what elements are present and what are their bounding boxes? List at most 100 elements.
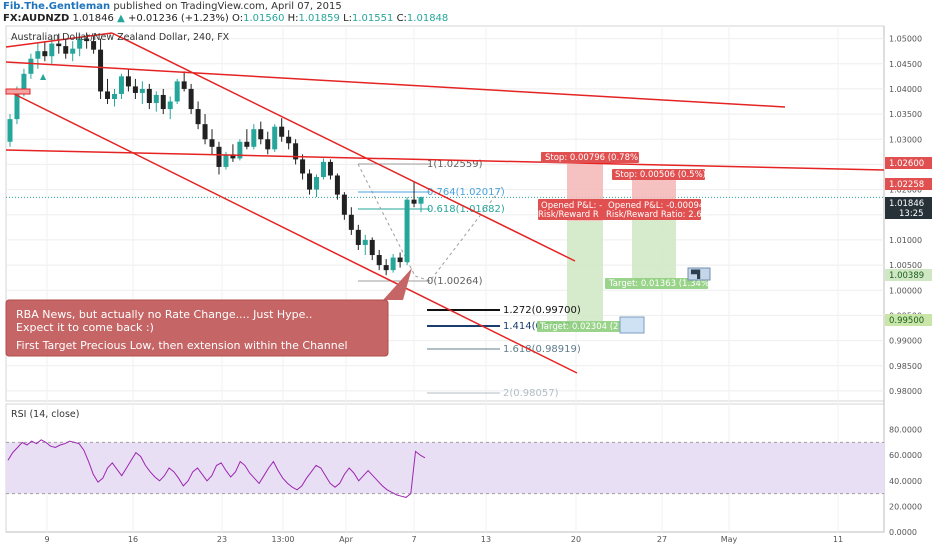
high-label: H: xyxy=(287,13,299,24)
short2-pnl-box xyxy=(603,199,701,220)
candle-body xyxy=(251,129,257,147)
candle-body xyxy=(21,73,27,92)
short-position-2[interactable]: Stop: 0.00506 (0.5%) Opened P&L: -0.0009… xyxy=(603,169,712,289)
candle-body xyxy=(132,86,138,93)
candle-body xyxy=(118,76,124,94)
candle-body xyxy=(244,141,250,147)
short2-target-label: Target: 0.01363 (1.34%) xyxy=(608,279,712,289)
candlestick-series xyxy=(7,32,424,276)
last-price-badge-text: 1.01846 xyxy=(889,199,924,209)
signal-arrow-icon: ▲ xyxy=(40,72,47,81)
close-value: 1.01848 xyxy=(406,13,449,24)
candle-body xyxy=(307,173,313,190)
time-axis: 9 16 23 13:00 Apr 7 13 20 27 May 11 xyxy=(44,535,843,544)
candle-body xyxy=(293,143,299,160)
price-badge-3-text: 1.00389 xyxy=(889,271,924,281)
price-badges: 1.02600 1.02258 1.01846 13:25 1.00389 0.… xyxy=(885,157,932,326)
candle-body xyxy=(56,43,62,47)
channel-line-upper[interactable] xyxy=(111,32,576,262)
candle-body xyxy=(237,141,243,159)
candle-body xyxy=(42,51,48,57)
rsi-tick-label: 0.0000 xyxy=(889,528,917,537)
short-position-1[interactable]: Stop: 0.00796 (0.78%) Opened P&L: - Risk… xyxy=(537,152,645,334)
candle-body xyxy=(327,161,333,176)
candle-body xyxy=(272,126,278,150)
fib-label-0764: 0.764(1.02017) xyxy=(427,187,505,198)
rsi-line xyxy=(7,439,426,498)
channel-line-lower[interactable] xyxy=(5,89,578,374)
short1-profit-zone[interactable] xyxy=(567,221,603,321)
candle-body xyxy=(49,43,55,57)
time-tick-label: 13 xyxy=(481,535,491,544)
time-tick-label: May xyxy=(721,535,738,544)
candle-body xyxy=(139,88,145,93)
candle-body xyxy=(355,229,361,245)
candle-body xyxy=(174,81,180,102)
short1-risk-reward: Risk/Reward R xyxy=(538,210,599,220)
annotation-box xyxy=(5,299,389,357)
annotation-line-3: First Target Precious Low, then extensio… xyxy=(16,339,348,352)
candle-body xyxy=(334,175,340,195)
author-name[interactable]: Fib.The.Gentleman xyxy=(3,1,111,12)
candle-body xyxy=(279,126,285,137)
channel-line-top-horizontal[interactable] xyxy=(5,61,786,108)
price-tick-label: 1.00500 xyxy=(889,261,922,270)
channel-line-top-short[interactable] xyxy=(5,32,113,48)
candle-body xyxy=(105,91,111,99)
high-value: 1.01859 xyxy=(298,13,340,24)
short1-pnl-box xyxy=(538,199,604,220)
candle-body xyxy=(314,177,320,190)
price-change: +0.01236 (+1.23%) xyxy=(127,13,229,24)
candle-body xyxy=(230,154,236,159)
change-arrow-icon: ▲ xyxy=(117,13,125,24)
candle-body xyxy=(383,265,389,271)
candle-body xyxy=(216,146,222,167)
channel-line-mid-horizontal[interactable] xyxy=(5,149,885,171)
candle-body xyxy=(181,81,187,89)
short1-stop-label: Stop: 0.00796 (0.78%) xyxy=(545,153,641,163)
fibonacci-extension[interactable]: 1(1.02559) 0.764(1.02017) 0.618(1.01682)… xyxy=(357,159,581,399)
rsi-tick-label: 20.0000 xyxy=(889,502,922,511)
time-tick-label: 9 xyxy=(44,535,49,544)
price-tick-label: 1.04000 xyxy=(889,85,922,94)
candle-body xyxy=(320,161,326,178)
price-tick-label: 1.00000 xyxy=(889,286,922,295)
publish-header: Fib.The.Gentleman published on TradingVi… xyxy=(3,1,342,12)
candle-body xyxy=(70,48,76,54)
candle-body xyxy=(84,38,90,42)
candle-body xyxy=(202,124,208,140)
annotation-callout[interactable]: RBA News, but actually no Rate Change...… xyxy=(5,268,412,357)
short2-profit-zone[interactable] xyxy=(632,219,676,281)
price-badge-4-text: 0.99500 xyxy=(889,316,924,326)
candle-body xyxy=(404,199,410,263)
short2-stop-box xyxy=(612,169,705,180)
candle-body xyxy=(397,257,403,263)
channel-lines[interactable] xyxy=(5,32,885,374)
open-value: 1.01560 xyxy=(243,13,285,24)
time-tick-label: 27 xyxy=(657,535,667,544)
price-badge-1-text: 1.02600 xyxy=(889,159,924,169)
fib-trend-path xyxy=(357,163,503,282)
candle-body xyxy=(341,194,347,215)
price-tick-label: 1.04500 xyxy=(889,60,922,69)
candle-body xyxy=(125,76,131,87)
short2-flag-icon xyxy=(687,267,711,281)
price-badge-1 xyxy=(885,157,932,169)
candle-body xyxy=(28,58,34,74)
rsi-tick-label: 60.0000 xyxy=(889,451,922,460)
candle-body xyxy=(14,91,20,120)
price-tick-label: 1.02000 xyxy=(889,186,922,195)
candle-body xyxy=(167,101,173,110)
price-tick-label: 1.03500 xyxy=(889,110,922,119)
low-value: 1.01551 xyxy=(352,13,394,24)
rsi-tick-label: 80.0000 xyxy=(889,426,922,435)
candle-body xyxy=(286,136,292,144)
short1-stop-box xyxy=(541,152,639,163)
candle-body xyxy=(369,239,375,256)
time-tick-label: 23 xyxy=(217,535,227,544)
candle-body xyxy=(7,119,13,142)
time-tick-label: 11 xyxy=(833,535,843,544)
close-label: C: xyxy=(396,13,407,24)
candle-body xyxy=(146,88,152,104)
